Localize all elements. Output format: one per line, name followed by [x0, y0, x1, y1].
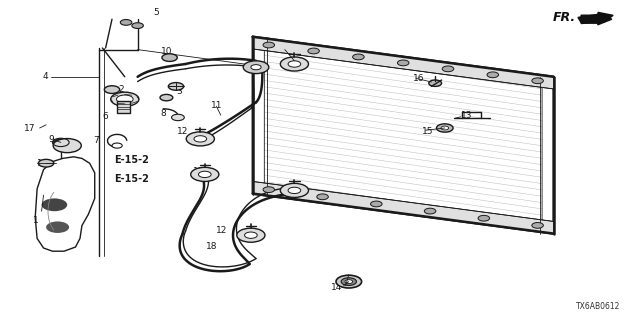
- Text: 6: 6: [102, 112, 108, 121]
- Circle shape: [160, 94, 173, 101]
- Text: 2: 2: [118, 85, 124, 94]
- Circle shape: [280, 183, 308, 197]
- Text: 12: 12: [282, 45, 293, 54]
- Circle shape: [104, 86, 120, 93]
- FancyArrow shape: [581, 14, 612, 25]
- Circle shape: [288, 61, 301, 67]
- Circle shape: [42, 198, 67, 211]
- Circle shape: [166, 56, 173, 60]
- Text: 9: 9: [49, 135, 54, 144]
- Circle shape: [429, 80, 442, 86]
- Circle shape: [397, 60, 409, 66]
- Circle shape: [280, 57, 308, 71]
- FancyBboxPatch shape: [117, 101, 130, 113]
- Text: 5: 5: [154, 8, 159, 17]
- Text: E-15-2: E-15-2: [114, 155, 148, 165]
- Circle shape: [194, 136, 207, 142]
- Circle shape: [111, 92, 139, 106]
- Circle shape: [487, 72, 499, 78]
- Text: 17: 17: [36, 159, 48, 168]
- Circle shape: [162, 54, 177, 61]
- Polygon shape: [253, 181, 554, 234]
- Text: 8: 8: [160, 109, 166, 118]
- Text: 3: 3: [176, 87, 182, 96]
- Polygon shape: [253, 37, 554, 89]
- Circle shape: [424, 208, 436, 214]
- Text: 14: 14: [331, 284, 342, 292]
- Circle shape: [436, 124, 453, 132]
- Circle shape: [108, 88, 116, 92]
- Circle shape: [478, 215, 490, 221]
- Circle shape: [341, 278, 356, 285]
- Circle shape: [317, 194, 328, 200]
- Text: 16: 16: [413, 74, 424, 83]
- Circle shape: [441, 126, 449, 130]
- Circle shape: [243, 61, 269, 74]
- Text: 7: 7: [93, 136, 99, 145]
- Circle shape: [336, 275, 362, 288]
- Circle shape: [353, 54, 364, 60]
- Polygon shape: [253, 37, 554, 234]
- Circle shape: [345, 280, 353, 284]
- Text: 15: 15: [422, 127, 434, 136]
- Circle shape: [163, 96, 170, 99]
- Circle shape: [371, 201, 382, 207]
- Text: 4: 4: [42, 72, 48, 81]
- Circle shape: [263, 187, 275, 193]
- Circle shape: [186, 132, 214, 146]
- Circle shape: [123, 21, 129, 24]
- Text: FR.: FR.: [553, 11, 576, 24]
- Circle shape: [237, 228, 265, 242]
- Circle shape: [263, 42, 275, 48]
- Circle shape: [308, 48, 319, 54]
- Text: 12: 12: [216, 226, 227, 235]
- Text: 11: 11: [211, 101, 223, 110]
- Circle shape: [46, 221, 69, 233]
- Circle shape: [168, 83, 184, 90]
- Circle shape: [251, 65, 261, 70]
- Circle shape: [532, 222, 543, 228]
- Text: 18: 18: [206, 242, 218, 251]
- Circle shape: [52, 138, 69, 147]
- Circle shape: [191, 167, 219, 181]
- FancyArrow shape: [578, 12, 613, 24]
- Circle shape: [120, 20, 132, 25]
- Text: 1: 1: [33, 216, 38, 225]
- Circle shape: [112, 143, 122, 148]
- Circle shape: [288, 187, 301, 194]
- Circle shape: [442, 66, 454, 72]
- Circle shape: [38, 159, 54, 167]
- Circle shape: [244, 232, 257, 238]
- Text: TX6AB0612: TX6AB0612: [577, 302, 621, 311]
- Text: 12: 12: [193, 167, 205, 176]
- Circle shape: [172, 114, 184, 121]
- Circle shape: [116, 95, 133, 103]
- Text: 13: 13: [461, 111, 472, 120]
- Text: 17: 17: [24, 124, 35, 132]
- Text: 10: 10: [161, 47, 173, 56]
- Text: E-15-2: E-15-2: [114, 174, 148, 184]
- Text: 12: 12: [177, 127, 189, 136]
- Circle shape: [198, 171, 211, 178]
- Circle shape: [42, 161, 50, 165]
- Circle shape: [532, 78, 543, 84]
- Circle shape: [132, 23, 143, 28]
- Polygon shape: [35, 157, 95, 251]
- Circle shape: [53, 139, 81, 153]
- Circle shape: [432, 82, 438, 85]
